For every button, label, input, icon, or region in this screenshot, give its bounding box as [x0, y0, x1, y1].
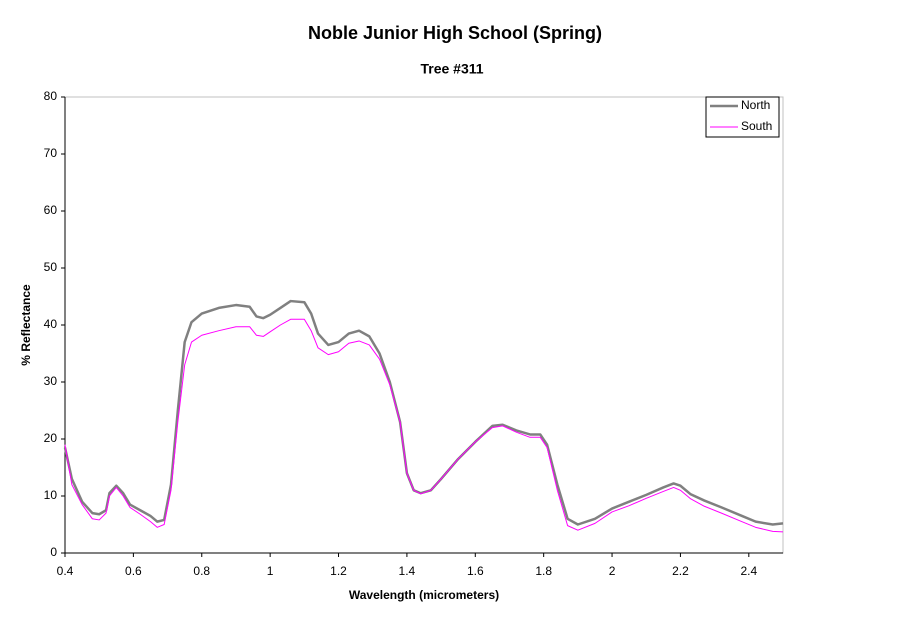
x-tick-label: 2 — [609, 564, 616, 578]
chart-title: Noble Junior High School (Spring) — [308, 23, 602, 43]
legend: North South — [705, 96, 780, 138]
x-tick-label: 2.4 — [740, 564, 757, 578]
line-series — [63, 299, 784, 526]
legend-box — [705, 96, 780, 138]
line-series — [64, 318, 784, 533]
x-tick-label: 0.4 — [57, 564, 74, 578]
y-tick-label: 70 — [44, 146, 58, 160]
y-tick-label: 20 — [44, 431, 58, 445]
y-tick-label: 30 — [44, 374, 58, 388]
x-tick-label: 0.8 — [193, 564, 210, 578]
chart-subtitle: Tree #311 — [420, 61, 483, 77]
x-tick-label: 1 — [267, 564, 274, 578]
x-tick-label: 1.6 — [467, 564, 484, 578]
x-tick-label: 2.2 — [672, 564, 689, 578]
x-axis-label: Wavelength (micrometers) — [349, 588, 499, 602]
x-tick-label: 1.2 — [330, 564, 347, 578]
legend-label: South — [741, 119, 772, 133]
y-tick-label: 40 — [44, 317, 58, 331]
y-tick-label: 10 — [44, 488, 58, 502]
y-tick-label: 80 — [44, 89, 58, 103]
x-tick-label: 1.8 — [535, 564, 552, 578]
y-tick-label: 50 — [44, 260, 58, 274]
y-tick-label: 60 — [44, 203, 58, 217]
y-tick-label: 0 — [50, 545, 57, 559]
x-tick-label: 0.6 — [125, 564, 142, 578]
x-tick-label: 1.4 — [399, 564, 416, 578]
legend-label: North — [741, 98, 770, 112]
y-axis-label: % Reflectance — [19, 284, 33, 366]
